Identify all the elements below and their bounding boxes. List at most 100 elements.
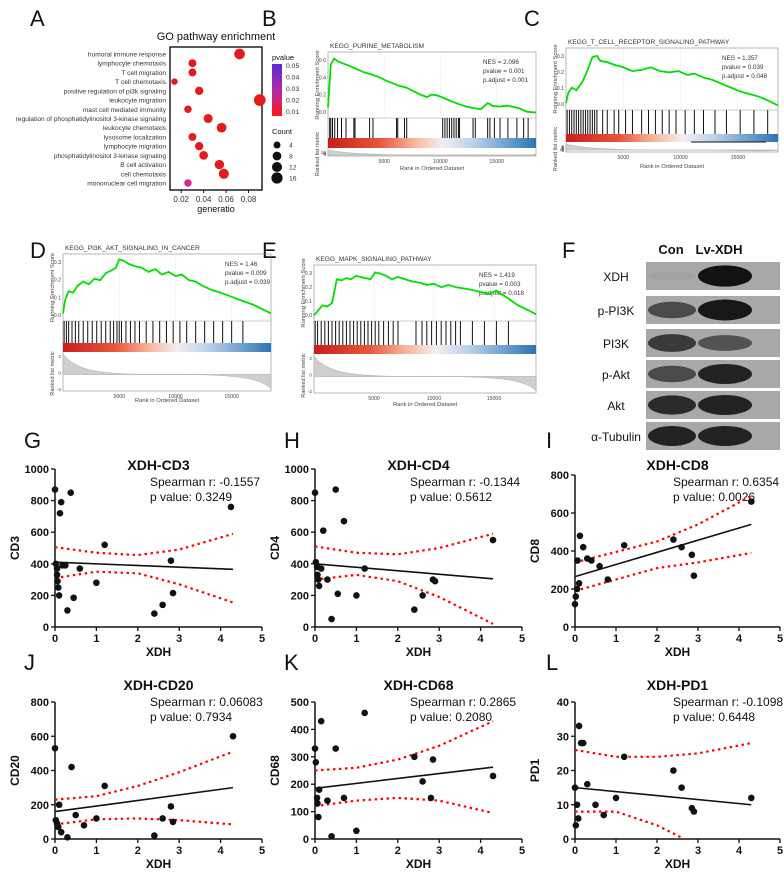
panel-a-category-label: phosphatidylinositol 3-kinase signaling [54,153,166,160]
panel-g-point [159,601,166,609]
panel-a-category-label: lymphocyte migration [104,144,167,151]
panel-h-ytick-label: 800 [291,496,309,508]
panel-k-xtick-label: 1 [353,845,359,857]
panel-e-ytick-label: 0.2 [305,285,312,291]
panel-c: KEGG_T_CELL_RECEPTOR_SIGNALING_PATHWAY NE… [553,39,779,172]
panel-k-title: XDH-CD68 [383,677,453,693]
panel-k-point [324,797,331,804]
panel-d-ylabel: Running Enrichment Score [50,253,56,322]
panel-a-dot [253,94,266,106]
panel-i-point [670,536,677,543]
panel-f-column-label: Con [658,242,683,257]
panel-d-rank-bar [63,343,271,352]
panel-a-category-label: mononuclear cell migration [87,181,166,188]
panel-h-point [324,576,331,583]
panel-b-rank-bar [328,138,536,148]
panel-a-dot [216,122,227,133]
panel-f-band [648,334,696,352]
panel-e-y2tick-label: 2 [309,356,312,362]
panel-a-xtick-label: 0.02 [173,195,189,204]
panel-k-point [328,832,335,840]
panel-i-xtick-label: 5 [777,633,783,645]
panel-j-xtick-label: 4 [218,845,225,857]
panel-c-stat: pvalue = 0.039 [722,64,764,71]
panel-g-point [169,589,177,597]
panel-d-y2tick-label: -2 [57,387,62,393]
panel-c-y2tick-label: 2 [561,144,564,150]
panel-d-xtick-label: 15000 [224,394,239,400]
panel-a-dot [184,179,192,187]
panel-k-point [489,772,497,780]
panel-a-dot [194,141,204,151]
panel-a-dot [171,78,178,85]
panel-l-ylabel: PD1 [528,759,542,783]
panel-i-point [574,557,581,564]
panel-c-ylabel2: Ranked list metric [553,127,559,172]
panel-k-point [427,794,435,802]
panel-b-xtick-label: 10000 [433,159,448,165]
panel-h-point [489,536,497,544]
panel-l-xtick-label: 5 [777,845,783,857]
panel-j-xtick-label: 5 [259,845,265,857]
panel-k-point [340,794,348,802]
panel-c-stat: NES = 1.357 [722,55,758,62]
panel-i-xtick-label: 3 [695,633,701,645]
panel-j-point [159,815,166,822]
panel-h-stat-p: p value: 0.5612 [410,490,492,504]
panel-c-rank-bar [566,134,778,142]
panel-a-category-label: T cell chemotaxis [115,79,167,86]
panel-c-ytick-label: 0.2 [557,70,564,76]
panel-h-xtick-label: 0 [312,633,318,645]
panel-g-xtick-label: 1 [93,633,99,645]
panel-k-stat-p: p value: 0.2080 [410,710,492,724]
panel-e-ylabel: Running Enrichment Score [301,258,307,327]
panel-g-fit-line [54,561,234,571]
panel-e: KEGG_MAPK_SIGNALING_PATHWAY NES = 1.419 pv… [301,256,537,408]
panel-b-xtick-label: 15000 [489,159,504,165]
panel-g-ytick-label: 600 [31,527,49,539]
panel-e-xtick-label: 10000 [427,396,442,402]
panel-a-legend-count-dot [273,141,281,149]
panel-l-point [620,753,628,761]
panel-j-ytick-label: 200 [31,800,49,812]
panel-i-stat-r: Spearman r: 0.6354 [673,475,779,489]
panel-j-ci-upper [55,750,234,801]
panel-b-stat: NES = 2.096 [483,59,519,66]
panel-j-point [72,811,79,819]
panel-k-point [353,827,360,835]
panel-i-title: XDH-CD8 [646,457,708,473]
panel-e-ylabel2: Ranked list metric [301,353,307,398]
panel-f-band [698,364,752,384]
panel-i-xtick-label: 2 [654,633,660,645]
panel-g-ylabel: CD3 [8,536,22,560]
panel-g-ci-upper [55,532,234,557]
panel-a-legend-colorbar [272,64,282,116]
panel-i-point [690,572,698,579]
panel-k-xtick-label: 0 [312,845,318,857]
panel-k-xtick-label: 3 [436,845,442,857]
panel-k-point [311,745,319,752]
panel-j-xlabel: XDH [146,857,171,871]
panel-c-ytick-label: 0.3 [557,54,564,60]
panel-e-title: KEGG_MAPK_SIGNALING_PATHWAY [316,256,432,263]
panel-e-xlabel: Rank in Ordered Dataset [393,402,458,408]
panel-k-point [312,758,320,766]
panel-i-ylabel: CD8 [528,539,542,563]
panel-a-category-label: positive regulation of pi3k signaling [64,88,167,95]
panel-j-point [151,832,158,839]
panel-l-point [584,780,591,788]
panel-f-band [648,395,696,415]
panel-h-xtick-label: 3 [436,633,442,645]
panel-b-ytick-label: 0.2 [319,93,326,99]
panel-g-point [57,498,65,506]
panel-a-legend-count-dot [271,161,283,173]
panel-j-ytick-label: 800 [31,697,49,709]
panel-j-point [64,833,71,841]
panel-l-xtick-label: 2 [654,845,660,857]
panel-a-dot [203,113,213,124]
panel-j-ytick-label: 400 [31,766,49,778]
